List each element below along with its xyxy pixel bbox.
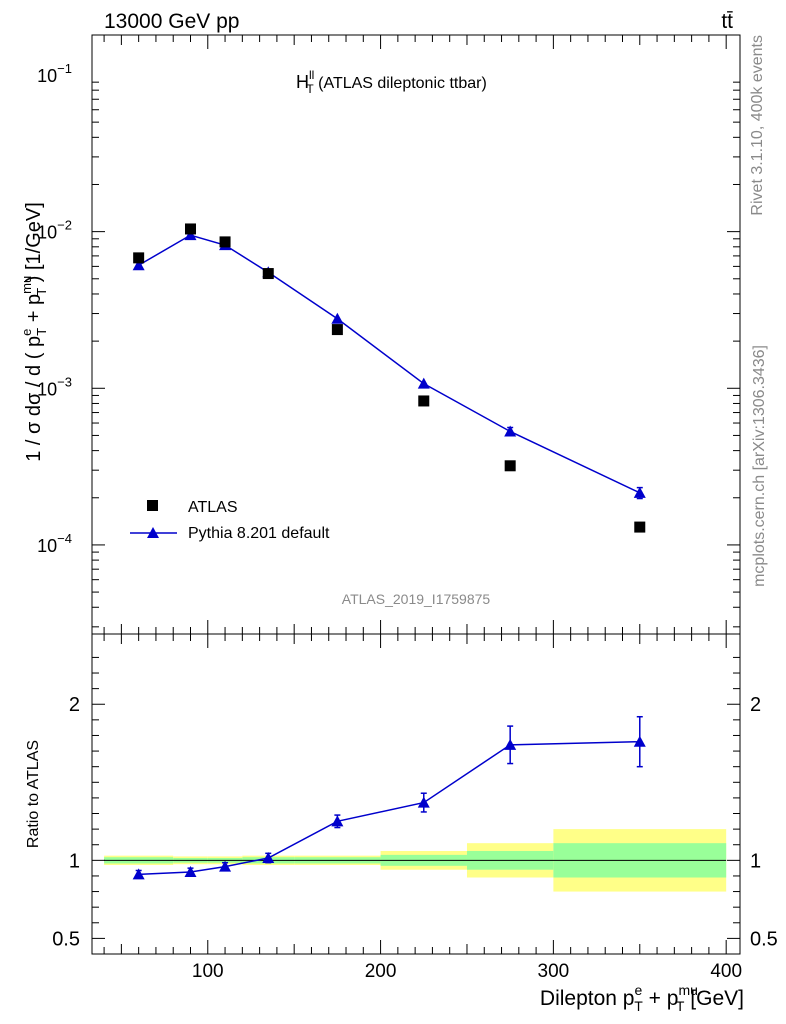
legend: ATLAS Pythia 8.201 default: [130, 499, 330, 542]
ratio-x-tick-label: 100: [192, 961, 224, 982]
ratio-mc-point: [219, 860, 232, 872]
ratio-plot-frame: [91, 633, 741, 955]
xlabel-unit: [GeV]: [684, 987, 744, 1010]
main-y-tick-base: 10: [37, 223, 57, 243]
ratio-mc-point: [331, 815, 344, 827]
xlabel-main: Dilepton p: [540, 987, 635, 1010]
svg-text:1 / σ dσ / d ( peT + pmuT ) [: 1 / σ dσ / d ( peT + pmuT ) [1/GeV]: [19, 202, 49, 462]
xlabel-sup1: e: [634, 982, 642, 998]
ratio-y-tick-label-right: 1: [750, 850, 761, 872]
header-process-label: tt̄: [721, 10, 733, 33]
main-y-tick-base: 10: [37, 379, 57, 399]
ylabel-sup1: e: [19, 329, 34, 336]
main-y-tick-exp: −4: [57, 531, 72, 546]
legend-data-label: ATLAS: [188, 499, 238, 516]
ylabel-unit: ) [1/GeV]: [23, 202, 45, 288]
main-panel: 10−110−210−310−4 Hll T (ATLAS dileptonic …: [19, 34, 741, 635]
main-data-point: [219, 236, 231, 248]
main-y-tick-base: 10: [37, 66, 57, 86]
main-y-tick-exp: −3: [57, 374, 72, 389]
chart-title: Hll T (ATLAS dileptonic ttbar): [296, 68, 487, 96]
main-y-tick-exp: −2: [57, 218, 72, 233]
main-mc-point: [331, 312, 344, 324]
ratio-markers: [132, 715, 646, 880]
ylabel-main: 1 / σ dσ / d ( p: [23, 336, 45, 462]
ratio-y-tick-label: 1: [69, 850, 80, 872]
main-y-axis-label: 1 / σ dσ / d ( peT + pmuT ) [1/GeV]: [19, 202, 49, 462]
ratio-mc-point: [417, 796, 430, 808]
mcplots-label: mcplots.cern.ch [arXiv:1306.3436]: [751, 345, 768, 587]
xlabel-sub1: T: [634, 998, 643, 1014]
chart-title-sup: ll: [309, 68, 314, 82]
ylabel-sub2: T: [34, 288, 49, 296]
main-data-point: [331, 324, 343, 336]
main-plot-frame: [91, 34, 741, 635]
x-axis-label: Dilepton pe T + pmu T [GeV]: [540, 982, 744, 1014]
ratio-y-axis-label: Ratio to ATLAS: [25, 740, 42, 848]
ratio-x-tick-label: 400: [710, 961, 742, 982]
xlabel-sub2: T: [676, 998, 685, 1014]
ratio-mc-curve: [138, 740, 640, 876]
main-data-point: [133, 252, 145, 264]
legend-mc-label: Pythia 8.201 default: [188, 525, 330, 542]
xlabel-mid: + p: [643, 987, 679, 1010]
main-data-point: [184, 223, 196, 235]
chart-title-main: H: [296, 72, 309, 92]
main-y-tick-label: 10−3: [37, 374, 72, 399]
main-mc-point: [417, 377, 430, 389]
ratio-x-tick-label: 200: [365, 961, 397, 982]
ratio-y-tick-label: 2: [69, 694, 80, 716]
header-energy-label: 13000 GeV pp: [104, 10, 239, 33]
ratio-mc-line: [138, 740, 640, 876]
main-data-point: [504, 460, 516, 472]
legend-data-marker: [147, 500, 158, 511]
main-mc-line: [138, 234, 641, 494]
main-y-tick-label: 10−2: [37, 218, 72, 243]
ratio-mc-point: [132, 868, 145, 880]
main-y-tick-exp: −1: [57, 61, 72, 76]
main-data-point: [418, 395, 430, 407]
ylabel-sup2: mu: [19, 276, 34, 294]
main-data-point: [262, 268, 274, 280]
chart-title-sub: T: [306, 82, 314, 96]
ratio-y-tick-label: 0.5: [52, 928, 80, 950]
main-mc-curve: [138, 234, 641, 494]
ratio-x-tick-label: 300: [538, 961, 570, 982]
main-mc-point: [132, 259, 145, 271]
main-mc-point: [184, 229, 197, 241]
ratio-mc-point: [633, 735, 646, 747]
ylabel-mid: + p: [23, 294, 45, 328]
xlabel-sup2: mu: [678, 982, 697, 998]
main-mc-point: [633, 486, 646, 498]
main-y-tick-base: 10: [37, 536, 57, 556]
main-markers: [132, 223, 646, 533]
main-axes: 10−110−210−310−4: [37, 35, 740, 634]
ratio-mc-point: [504, 738, 517, 750]
main-y-tick-label: 10−4: [37, 531, 72, 556]
rivet-version-label: Rivet 3.1.10, 400k events: [749, 35, 766, 216]
ratio-mc-point: [262, 852, 275, 863]
main-data-point: [634, 521, 646, 533]
main-mc-point: [504, 425, 517, 437]
ylabel-sub1: T: [34, 328, 49, 336]
ratio-panel: 0.5 0.5 1 1 2 2 100 200 300 400 Ratio to ATLAS Di…: [25, 633, 778, 1014]
ratio-mc-point: [184, 866, 197, 878]
legend-mc-marker: [147, 527, 159, 538]
analysis-id-label: ATLAS_2019_I1759875: [342, 591, 491, 607]
ratio-axes: 0.5 0.5 1 1 2 2 100 200 300 400: [52, 634, 778, 982]
ratio-y-tick-label-right: 2: [750, 694, 761, 716]
chart-title-rest: (ATLAS dileptonic ttbar): [314, 75, 487, 92]
ratio-y-tick-label-right: 0.5: [750, 928, 778, 950]
main-y-tick-label: 10−1: [37, 61, 72, 86]
